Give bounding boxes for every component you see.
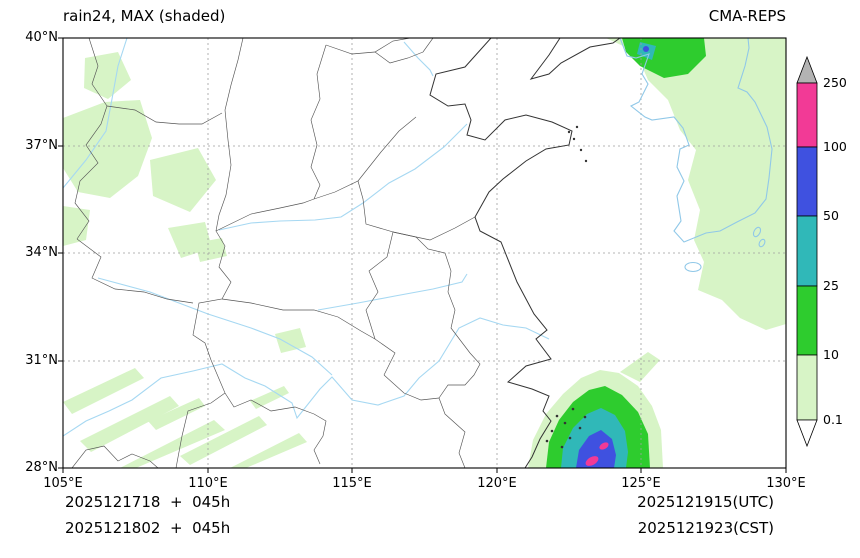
y-tick-label: 31°N [25,353,58,368]
x-tick-label: 115°E [332,476,372,491]
y-tick-label: 37°N [25,138,58,153]
colorbar-label: 250 [823,75,847,90]
colorbar-label: 0.1 [823,412,843,427]
gridlines [63,38,786,468]
coastline-group [429,38,621,468]
colorbar [796,55,818,448]
colorbar-label: 25 [823,278,839,293]
very-heavy-rain-shading [576,46,649,468]
x-tick-label: 110°E [188,476,228,491]
init-time-cst-label: 2025121802 + 045h [65,519,231,537]
x-tick-label: 130°E [766,476,806,491]
axis-ticks [58,37,787,473]
island-specks [545,125,588,449]
x-tick-label: 105°E [43,476,83,491]
rivers-group [63,38,550,437]
colorbar-label: 50 [823,208,839,223]
y-tick-label: 28°N [25,460,58,475]
colorbar-label: 10 [823,347,839,362]
valid-time-cst-label: 2025121923(CST) [637,519,774,537]
x-tick-label: 125°E [621,476,661,491]
colorbar-label: 100 [823,139,847,154]
precip-shading-group [63,38,786,468]
init-time-utc-label: 2025121718 + 045h [65,493,231,511]
valid-time-utc-label: 2025121915(UTC) [637,493,774,511]
y-tick-label: 40°N [25,30,58,45]
plot-title: rain24, MAX (shaded) [63,7,226,25]
extreme-rain-shading [585,442,609,466]
y-tick-label: 34°N [25,245,58,260]
model-label: CMA-REPS [708,7,786,25]
korea-coastline-group [619,38,773,273]
x-tick-label: 120°E [477,476,517,491]
province-boundaries-group [71,38,481,468]
